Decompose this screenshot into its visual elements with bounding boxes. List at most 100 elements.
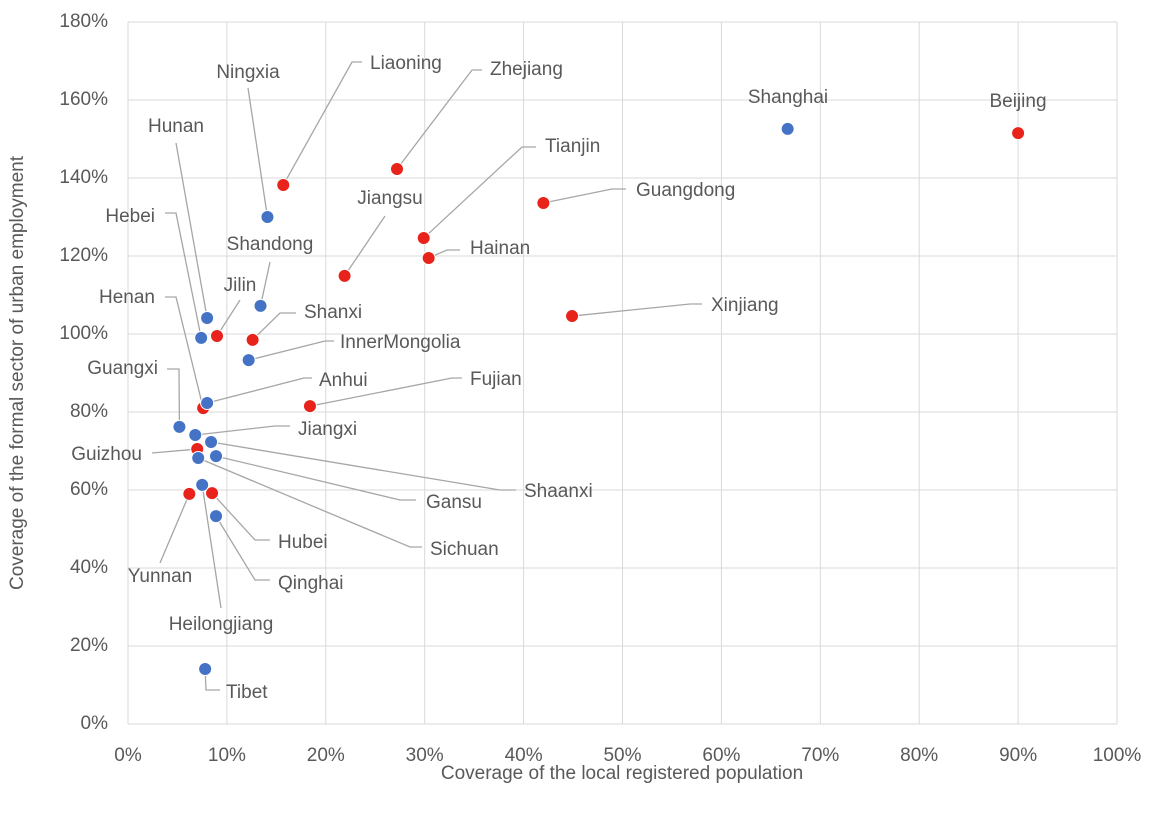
point <box>241 353 256 368</box>
point <box>536 195 551 210</box>
leader-line <box>204 668 220 691</box>
point <box>209 449 224 464</box>
y-axis-label: Coverage of the formal sector of urban e… <box>7 155 28 590</box>
point-label: Fujian <box>470 369 522 390</box>
point-label: Hunan <box>148 116 204 137</box>
point-label: Jilin <box>224 275 257 296</box>
point <box>390 162 405 177</box>
point-label: Gansu <box>426 492 482 513</box>
leader-line <box>259 261 271 307</box>
point-label: Beijing <box>989 91 1046 112</box>
leader-line <box>206 377 312 404</box>
leader-line <box>197 457 422 548</box>
y-tick-label: 20% <box>70 635 108 656</box>
leader-line <box>309 377 462 407</box>
point <box>276 178 291 193</box>
x-tick-label: 50% <box>603 745 641 766</box>
point <box>191 451 206 466</box>
leader-line <box>211 492 270 541</box>
x-tick-label: 70% <box>801 745 839 766</box>
x-tick-label: 80% <box>900 745 938 766</box>
y-tick-label: 100% <box>59 323 108 344</box>
point-label: Guizhou <box>71 444 142 465</box>
point-label: Hainan <box>470 238 530 259</box>
point-label: Yunnan <box>128 566 192 587</box>
y-tick-label: 60% <box>70 479 108 500</box>
x-tick-label: 0% <box>114 745 142 766</box>
point <box>209 509 224 524</box>
point <box>1011 126 1026 141</box>
leader-line <box>215 515 270 581</box>
point <box>205 486 220 501</box>
point-label: Anhui <box>319 370 368 391</box>
point <box>195 477 210 492</box>
point-label: Hubei <box>278 532 328 553</box>
y-tick-label: 40% <box>70 557 108 578</box>
x-tick-label: 40% <box>505 745 543 766</box>
point <box>182 486 197 501</box>
point <box>421 250 436 265</box>
point <box>200 311 215 326</box>
point <box>337 268 352 283</box>
point-label: InnerMongolia <box>340 332 461 353</box>
leader-line <box>423 146 536 239</box>
point-label: Heilongjiang <box>169 614 274 635</box>
y-tick-label: 0% <box>81 713 109 734</box>
y-tick-label: 180% <box>59 11 108 32</box>
point-label: Guangdong <box>636 180 735 201</box>
point <box>253 298 268 313</box>
point <box>194 330 209 345</box>
point-label: Shanghai <box>748 87 828 108</box>
leader-line <box>165 212 202 339</box>
leader-line <box>215 455 416 501</box>
leader-line <box>201 484 222 609</box>
leader-line <box>247 87 269 218</box>
y-tick-label: 140% <box>59 167 108 188</box>
point-label: Shaanxi <box>524 481 593 502</box>
x-tick-label: 100% <box>1093 745 1142 766</box>
point-label: Tianjin <box>545 136 600 157</box>
leader-line <box>210 441 516 491</box>
point <box>188 428 203 443</box>
leader-line <box>151 448 198 454</box>
point-label: Zhejiang <box>490 59 563 80</box>
point-label: Qinghai <box>278 573 344 594</box>
point <box>780 121 795 136</box>
point-label: Liaoning <box>370 53 442 74</box>
point <box>172 419 187 434</box>
point-label: Jiangxi <box>298 419 357 440</box>
point <box>416 231 431 246</box>
point-label: Shandong <box>227 234 314 255</box>
x-tick-label: 30% <box>406 745 444 766</box>
y-tick-label: 120% <box>59 245 108 266</box>
y-tick-label: 160% <box>59 89 108 110</box>
x-tick-label: 90% <box>999 745 1037 766</box>
point <box>245 332 260 347</box>
point-label: Jiangsu <box>357 188 423 209</box>
y-tick-label: 80% <box>70 401 108 422</box>
leader-line <box>543 188 626 204</box>
leader-line <box>396 69 482 170</box>
point-label: Sichuan <box>430 539 499 560</box>
leader-line <box>216 299 241 337</box>
leader-line <box>344 215 386 277</box>
point-label: Xinjiang <box>711 295 779 316</box>
point <box>210 328 225 343</box>
point <box>260 210 275 224</box>
leader-line <box>571 303 702 317</box>
leader-line <box>195 425 290 436</box>
point <box>198 662 213 677</box>
point-label: Shanxi <box>304 302 362 323</box>
x-tick-label: 20% <box>307 745 345 766</box>
leader-line <box>248 340 334 361</box>
leader-line <box>252 312 296 341</box>
point <box>302 399 317 414</box>
leader-line <box>175 142 208 319</box>
leader-line <box>282 61 362 186</box>
point-label: Guangxi <box>87 358 158 379</box>
leader-line <box>159 493 190 564</box>
x-axis-label: Coverage of the local registered populat… <box>441 763 803 784</box>
leader-line <box>165 296 204 409</box>
point-label: Ningxia <box>216 62 280 83</box>
